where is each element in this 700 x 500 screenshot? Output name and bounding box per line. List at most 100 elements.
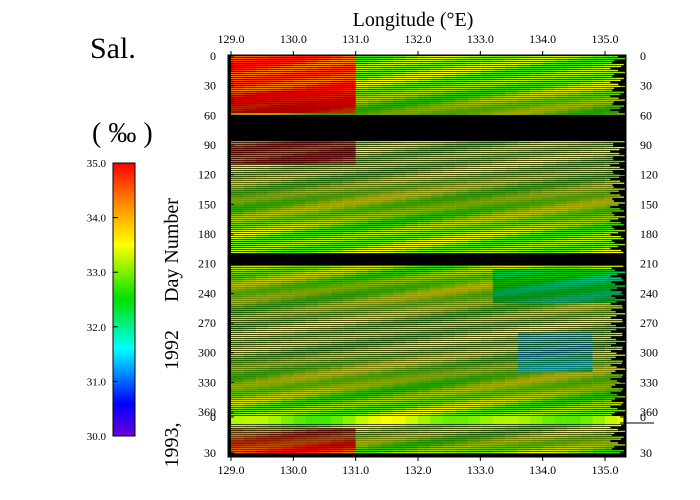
heatmap-cell [368,297,381,299]
heatmap-cell [243,65,257,68]
heatmap-cell [380,59,394,62]
heatmap-cell [343,57,356,60]
heatmap-cell [355,303,369,305]
heatmap-cell [393,180,406,182]
heatmap-cell [430,295,444,297]
heatmap-cell [255,249,269,252]
heatmap-cell [567,218,581,220]
heatmap-cell [430,89,444,91]
heatmap-cell [530,404,543,406]
heatmap-cell [318,311,332,313]
heatmap-cell [268,239,282,242]
heatmap-cell [530,152,543,155]
heatmap-cell [305,103,319,105]
heatmap-cell [567,99,581,101]
heatmap-cell [418,241,431,244]
heatmap-cell [405,241,419,244]
heatmap-cell [393,366,406,368]
heatmap-cell [617,146,625,149]
heatmap-cell [492,398,506,400]
heatmap-cell [605,150,611,153]
heatmap-cell [293,79,307,82]
heatmap-cell [467,352,481,354]
heatmap-cell [405,162,419,165]
heatmap-cell [542,382,556,384]
heatmap-cell [243,214,257,216]
heatmap-cell [492,243,506,246]
heatmap-cell [467,338,481,341]
heatmap-cell [467,188,481,190]
heatmap-cell [293,83,307,85]
heatmap-cell [243,210,257,212]
heatmap-cell [480,334,494,337]
heatmap-cell [393,273,406,275]
heatmap-cell [605,77,618,80]
heatmap-cell [430,81,444,83]
heatmap-cell [231,186,244,188]
heatmap-cell [343,224,356,226]
heatmap-cell [280,305,294,307]
heatmap-cell [268,247,282,250]
heatmap-cell [418,204,431,206]
heatmap-cell [580,79,593,82]
heatmap-cell [355,289,369,291]
heatmap-cell [318,378,332,380]
heatmap-cell [405,275,419,277]
heatmap-cell [318,328,332,331]
heatmap-cell [592,156,606,159]
heatmap-cell [368,81,381,83]
heatmap-cell [517,184,531,186]
heatmap-cell [467,164,481,167]
heatmap-cell [542,362,556,364]
heatmap-cell [580,178,593,180]
heatmap-cell [567,156,581,159]
heatmap-cell [517,281,531,283]
heatmap-cell [455,188,469,190]
heatmap-cell [280,186,294,188]
heatmap-cell [455,164,469,167]
heatmap-cell [605,143,614,145]
heatmap-cell [318,212,332,214]
heatmap-cell [305,222,319,224]
heatmap-cell [243,313,257,315]
heatmap-cell [330,301,344,303]
heatmap-cell [580,245,593,248]
heatmap-cell [467,228,481,230]
heatmap-cell [305,269,319,271]
heatmap-cell [268,352,282,354]
heatmap-cell [430,265,444,267]
heatmap-cell [231,107,244,109]
heatmap-cell [380,222,394,224]
heatmap-cell [343,323,356,325]
heatmap-cell [355,328,369,331]
heatmap-cell [380,172,394,174]
heatmap-cell [243,319,257,321]
heatmap-cell [305,390,319,392]
heatmap-cell [330,85,344,87]
heatmap-cell [343,378,356,380]
heatmap-cell [255,358,269,360]
heatmap-cell [455,145,469,147]
heatmap-cell [542,384,556,386]
heatmap-cell [255,113,269,115]
heatmap-cell [280,63,294,66]
heatmap-cell [380,194,394,196]
heatmap-cell [293,105,307,107]
heatmap-cell [330,210,344,212]
heatmap-cell [255,71,269,74]
heatmap-cell [243,220,257,222]
heatmap-cell [542,374,556,376]
heatmap-cell [243,154,257,157]
heatmap-cell [505,172,519,174]
heatmap-cell [592,77,606,80]
heatmap-cell [555,342,568,345]
heatmap-cell [555,364,568,366]
heatmap-cell [318,358,332,360]
heatmap-cell [393,340,406,343]
heatmap-cell [567,321,581,323]
heatmap-cell [442,99,456,101]
heatmap-cell [380,111,394,113]
heatmap-cell [268,89,282,91]
heatmap-cell [492,336,506,339]
heatmap-cell [393,81,406,83]
